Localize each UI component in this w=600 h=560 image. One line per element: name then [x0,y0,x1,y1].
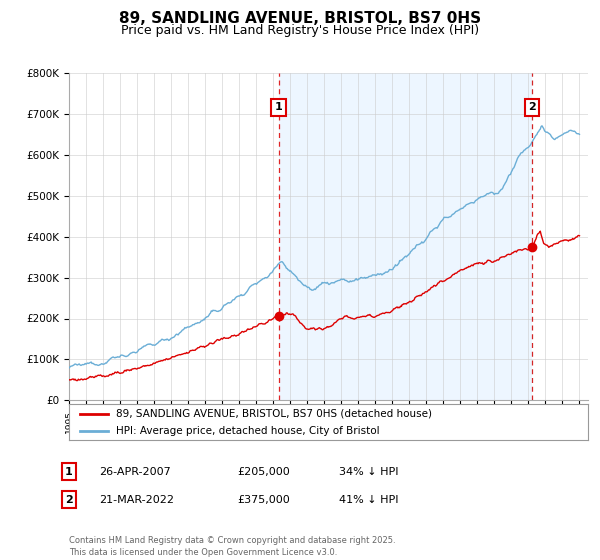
Bar [278,73,532,400]
Text: £205,000: £205,000 [237,466,290,477]
Text: 89, SANDLING AVENUE, BRISTOL, BS7 0HS (detached house): 89, SANDLING AVENUE, BRISTOL, BS7 0HS (d… [116,409,432,419]
Text: Contains HM Land Registry data © Crown copyright and database right 2025.
This d: Contains HM Land Registry data © Crown c… [69,536,395,557]
Text: 1: 1 [65,466,73,477]
Text: 41% ↓ HPI: 41% ↓ HPI [339,494,398,505]
Text: 2: 2 [529,102,536,112]
Text: 21-MAR-2022: 21-MAR-2022 [99,494,174,505]
Text: Price paid vs. HM Land Registry's House Price Index (HPI): Price paid vs. HM Land Registry's House … [121,24,479,36]
Text: 89, SANDLING AVENUE, BRISTOL, BS7 0HS: 89, SANDLING AVENUE, BRISTOL, BS7 0HS [119,11,481,26]
Text: 1: 1 [275,102,283,112]
Text: 26-APR-2007: 26-APR-2007 [99,466,171,477]
Text: 2: 2 [65,494,73,505]
Text: 34% ↓ HPI: 34% ↓ HPI [339,466,398,477]
Text: £375,000: £375,000 [237,494,290,505]
Text: HPI: Average price, detached house, City of Bristol: HPI: Average price, detached house, City… [116,426,379,436]
